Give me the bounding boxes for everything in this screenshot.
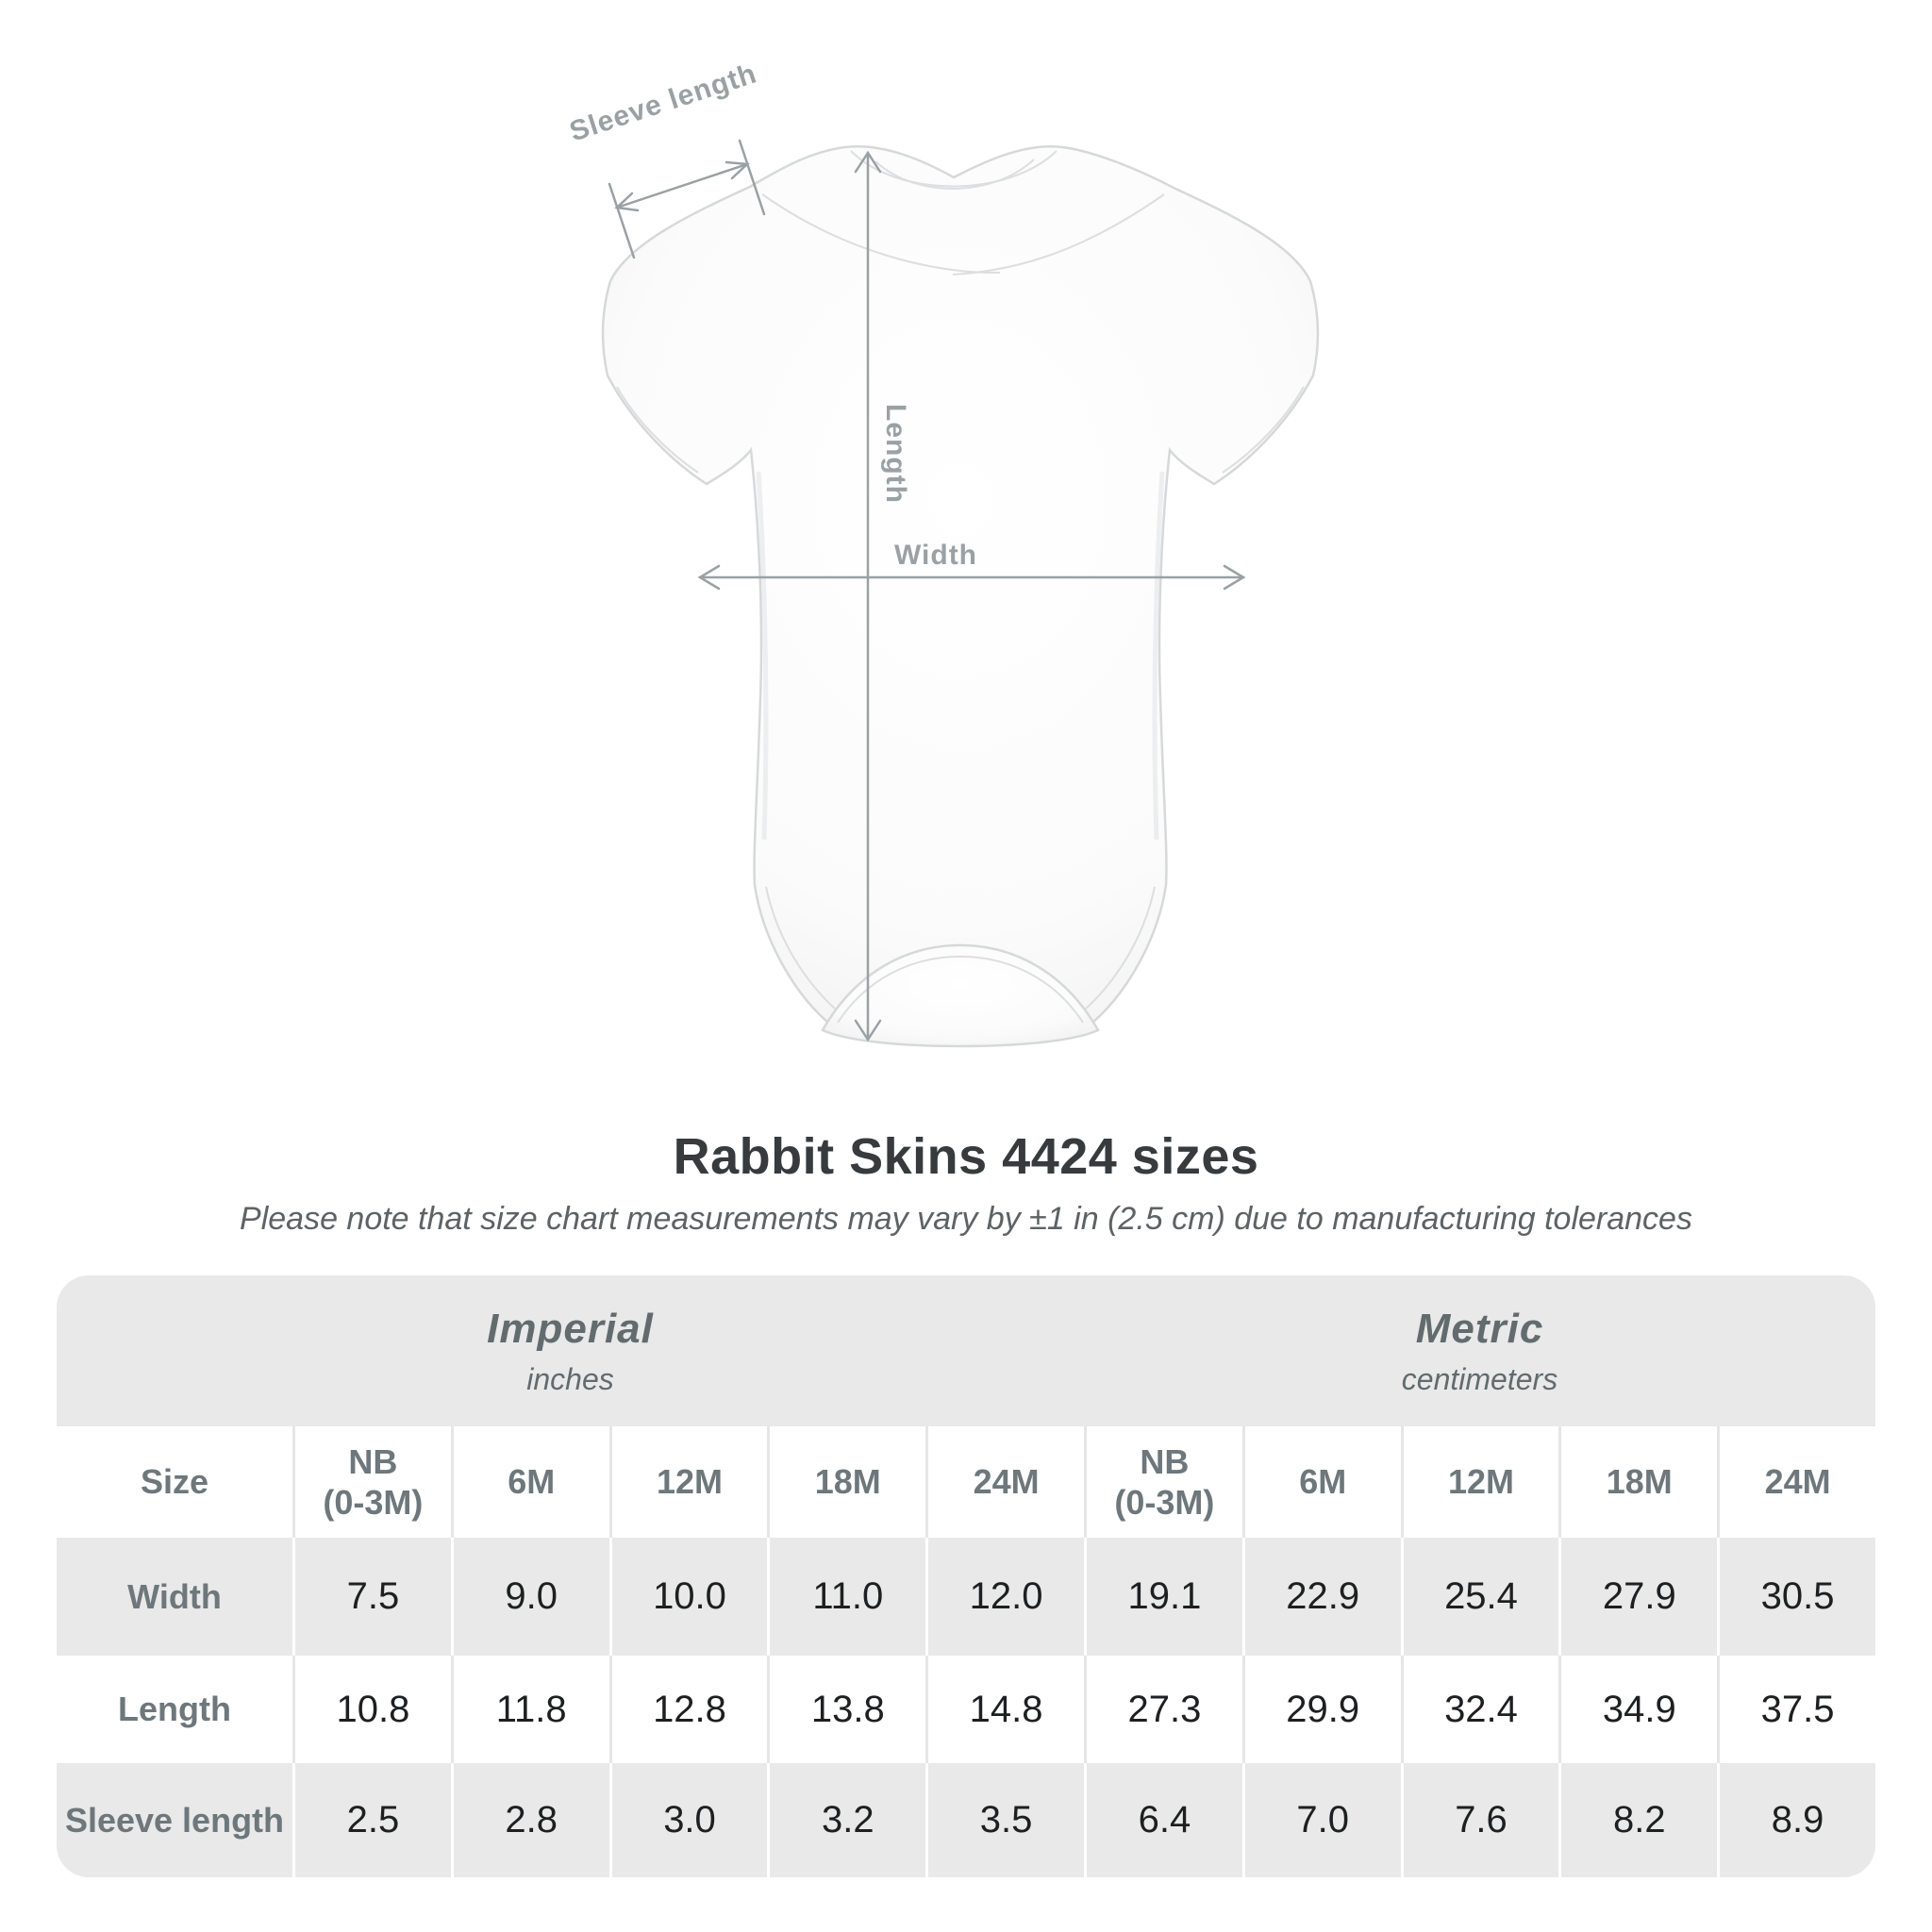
- lap-shoulder-right-line: [952, 193, 1165, 275]
- size-value: 27.3: [1084, 1656, 1242, 1763]
- torso-shading-right: [1152, 471, 1165, 841]
- size-header: Size: [57, 1426, 292, 1538]
- unit-group-unit: centimeters: [1401, 1361, 1558, 1396]
- size-value: 12.0: [925, 1538, 1084, 1656]
- collar-outer-line: [850, 150, 1058, 188]
- size-value: 11.0: [767, 1538, 925, 1656]
- size-value: 10.0: [608, 1538, 768, 1656]
- size-value: 37.5: [1717, 1656, 1875, 1763]
- size-value: 7.5: [292, 1538, 451, 1656]
- size-value: 13.8: [767, 1656, 926, 1763]
- unit-group-unit: inches: [526, 1361, 614, 1396]
- column-header: 18M: [767, 1426, 926, 1538]
- leg-binding-left: [765, 886, 839, 1012]
- column-header: 6M: [450, 1426, 609, 1538]
- length-arrow: [854, 150, 882, 1042]
- size-value: 9.0: [450, 1538, 609, 1656]
- bodysuit-figure: Sleeve length Length Width: [566, 58, 1320, 1048]
- length-label: Length: [880, 404, 911, 504]
- sleeve-hem-right: [1222, 386, 1305, 474]
- column-header: 12M: [1400, 1426, 1559, 1538]
- torso-shading-left: [756, 471, 769, 841]
- onesie-outline: [601, 145, 1320, 1029]
- size-value: 2.8: [450, 1763, 609, 1877]
- size-value: 14.8: [925, 1656, 1084, 1763]
- column-header: 12M: [608, 1426, 768, 1538]
- size-value: 12.8: [608, 1656, 768, 1763]
- size-value: 3.0: [608, 1763, 768, 1877]
- size-value: 7.6: [1400, 1763, 1559, 1877]
- size-value: 7.0: [1241, 1763, 1401, 1877]
- page-title: Rabbit Skins 4424 sizes: [673, 1128, 1259, 1185]
- size-value: 25.4: [1400, 1538, 1559, 1656]
- size-value: 8.9: [1717, 1763, 1875, 1877]
- sleeve-length-arrow: [608, 139, 766, 259]
- size-value: 30.5: [1717, 1538, 1875, 1656]
- row-label: Length: [57, 1656, 292, 1763]
- column-header: 24M: [925, 1426, 1084, 1538]
- unit-group-name: Metric: [1415, 1305, 1544, 1352]
- unit-group-imperial: Imperial inches: [57, 1275, 1084, 1426]
- size-value: 27.9: [1558, 1538, 1717, 1656]
- row-label: Sleeve length: [64, 1800, 285, 1840]
- width-label: Width: [894, 540, 977, 571]
- size-value: 11.8: [450, 1656, 609, 1763]
- column-header: NB (0-3M): [1084, 1426, 1242, 1538]
- column-header: NB (0-3M): [292, 1426, 451, 1538]
- row-label: Width: [127, 1576, 222, 1616]
- size-value: 3.2: [767, 1763, 925, 1877]
- size-value: 22.9: [1241, 1538, 1401, 1656]
- size-value: 34.9: [1558, 1656, 1718, 1763]
- leg-binding-right: [1082, 886, 1156, 1012]
- size-value: 29.9: [1241, 1656, 1401, 1763]
- size-table: Imperial inches Metric centimeters Size …: [57, 1275, 1875, 1877]
- unit-group-metric: Metric centimeters: [1084, 1275, 1875, 1426]
- size-value: 8.2: [1558, 1763, 1717, 1877]
- sleeve-length-label: Sleeve length: [566, 58, 761, 147]
- column-header: 6M: [1241, 1426, 1401, 1538]
- crotch-flap: [821, 943, 1100, 1048]
- collar-rib-line: [874, 158, 1035, 190]
- size-value: 2.5: [292, 1763, 451, 1877]
- column-header: 18M: [1558, 1426, 1718, 1538]
- size-value: 10.8: [292, 1656, 451, 1763]
- size-value: 3.5: [925, 1763, 1084, 1877]
- lap-shoulder-left-line: [761, 193, 1001, 275]
- unit-group-name: Imperial: [487, 1305, 654, 1352]
- column-header: 24M: [1717, 1426, 1875, 1538]
- width-arrow: [697, 564, 1246, 591]
- size-value: 19.1: [1084, 1538, 1242, 1656]
- tolerance-note: Please note that size chart measurements…: [240, 1201, 1692, 1237]
- bodysuit-diagram: Sleeve length Length Width: [566, 58, 1320, 1048]
- size-value: 6.4: [1084, 1763, 1242, 1877]
- sleeve-hem-left: [616, 386, 699, 474]
- size-value: 32.4: [1400, 1656, 1559, 1763]
